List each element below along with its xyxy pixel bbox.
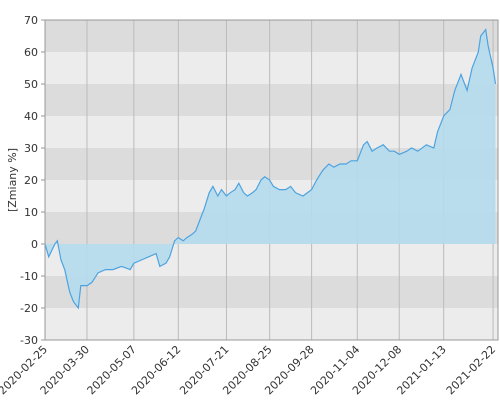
y-tick-label: 50 xyxy=(24,78,38,91)
y-tick-label: 0 xyxy=(31,238,38,251)
band xyxy=(45,308,498,340)
y-tick-label: 70 xyxy=(24,14,38,27)
band xyxy=(45,84,498,116)
y-tick-label: 10 xyxy=(24,206,38,219)
y-axis-label: [Zmiany %] xyxy=(6,148,19,212)
area xyxy=(45,29,496,308)
x-tick-label: 2021-02-22 xyxy=(444,343,498,397)
y-tick-label: 20 xyxy=(24,174,38,187)
band xyxy=(45,116,498,148)
y-tick-label: -30 xyxy=(20,334,38,347)
y-tick-label: -10 xyxy=(20,270,38,283)
y-tick-label: 30 xyxy=(24,142,38,155)
band xyxy=(45,52,498,84)
y-tick-label: 40 xyxy=(24,110,38,123)
line xyxy=(44,28,497,310)
y-tick-label: 60 xyxy=(24,46,38,59)
y-tick-label: -20 xyxy=(20,302,38,315)
band xyxy=(45,276,498,308)
plot-frame xyxy=(44,19,499,341)
band xyxy=(45,20,498,52)
